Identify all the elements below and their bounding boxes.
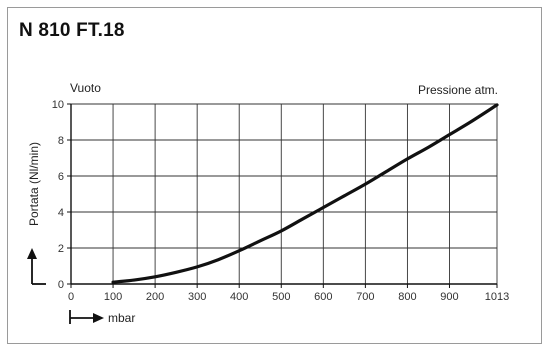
tick-labels: 0 100 200 300 400 500 600 700 800 900 1013 0 2 4 6 8 10 [52, 99, 509, 303]
x-tick-label: 200 [146, 291, 164, 303]
x-tick-label: 800 [398, 291, 416, 303]
x-tick-label: 900 [440, 291, 458, 303]
y-tick-label: 2 [58, 243, 64, 255]
y-tick-label: 6 [58, 171, 64, 183]
y-tick-label: 8 [58, 135, 64, 147]
series-layer [111, 103, 499, 284]
y-axis-arrow-icon [27, 248, 46, 285]
chart-frame [7, 7, 542, 344]
y-tick-label: 0 [58, 279, 64, 291]
x-axis-label: mbar [108, 311, 135, 325]
x-tick-label: 1013 [485, 291, 509, 303]
x-tick-label: 100 [104, 291, 122, 303]
grid [70, 103, 498, 285]
x-tick-label: 400 [230, 291, 248, 303]
x-tick-label: 500 [272, 291, 290, 303]
x-tick-label: 300 [188, 291, 206, 303]
annotation-pressione-atm: Pressione atm. [418, 83, 498, 97]
x-tick-label: 700 [356, 291, 374, 303]
axes [70, 104, 497, 285]
chart-title: N 810 FT.18 [19, 20, 125, 41]
annotation-vuoto: Vuoto [70, 81, 101, 95]
y-axis-label: Portata (Nl/min) [27, 142, 41, 226]
y-tick-label: 10 [52, 99, 64, 111]
y-tick-label: 4 [58, 207, 64, 219]
series-line [111, 103, 499, 284]
x-tick-label: 0 [68, 291, 74, 303]
x-axis-arrow-icon [69, 310, 104, 324]
x-tick-label: 600 [314, 291, 332, 303]
